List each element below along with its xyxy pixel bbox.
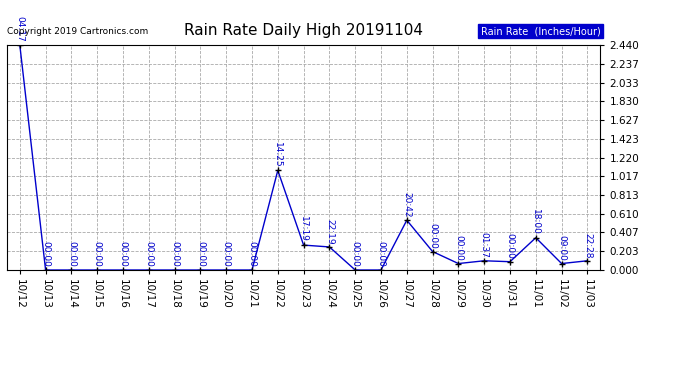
Text: 04:17: 04:17 xyxy=(15,16,24,42)
Text: 18:00: 18:00 xyxy=(531,209,540,235)
Text: 00:00: 00:00 xyxy=(196,242,205,267)
Text: 00:00: 00:00 xyxy=(377,242,386,267)
Text: 00:00: 00:00 xyxy=(67,242,76,267)
Text: 00:00: 00:00 xyxy=(41,242,50,267)
Text: 00:00: 00:00 xyxy=(428,223,437,249)
Text: 00:00: 00:00 xyxy=(119,242,128,267)
Text: 14:25: 14:25 xyxy=(273,142,282,168)
Text: Copyright 2019 Cartronics.com: Copyright 2019 Cartronics.com xyxy=(7,27,148,36)
Text: Rain Rate Daily High 20191104: Rain Rate Daily High 20191104 xyxy=(184,22,423,38)
Text: 00:00: 00:00 xyxy=(351,242,359,267)
Text: 00:00: 00:00 xyxy=(221,242,230,267)
Text: 22:28: 22:28 xyxy=(583,232,592,258)
Text: Rain Rate  (Inches/Hour): Rain Rate (Inches/Hour) xyxy=(480,26,600,36)
Text: 00:00: 00:00 xyxy=(506,233,515,259)
Text: 00:00: 00:00 xyxy=(170,242,179,267)
Text: 00:00: 00:00 xyxy=(92,242,101,267)
Text: 09:00: 09:00 xyxy=(557,235,566,261)
Text: 20:42: 20:42 xyxy=(402,192,411,217)
Text: 00:00: 00:00 xyxy=(454,235,463,261)
Text: 17:19: 17:19 xyxy=(299,216,308,242)
Text: 22:19: 22:19 xyxy=(325,219,334,244)
Text: 00:00: 00:00 xyxy=(248,242,257,267)
Text: 01:37: 01:37 xyxy=(480,232,489,258)
Text: 00:00: 00:00 xyxy=(144,242,153,267)
